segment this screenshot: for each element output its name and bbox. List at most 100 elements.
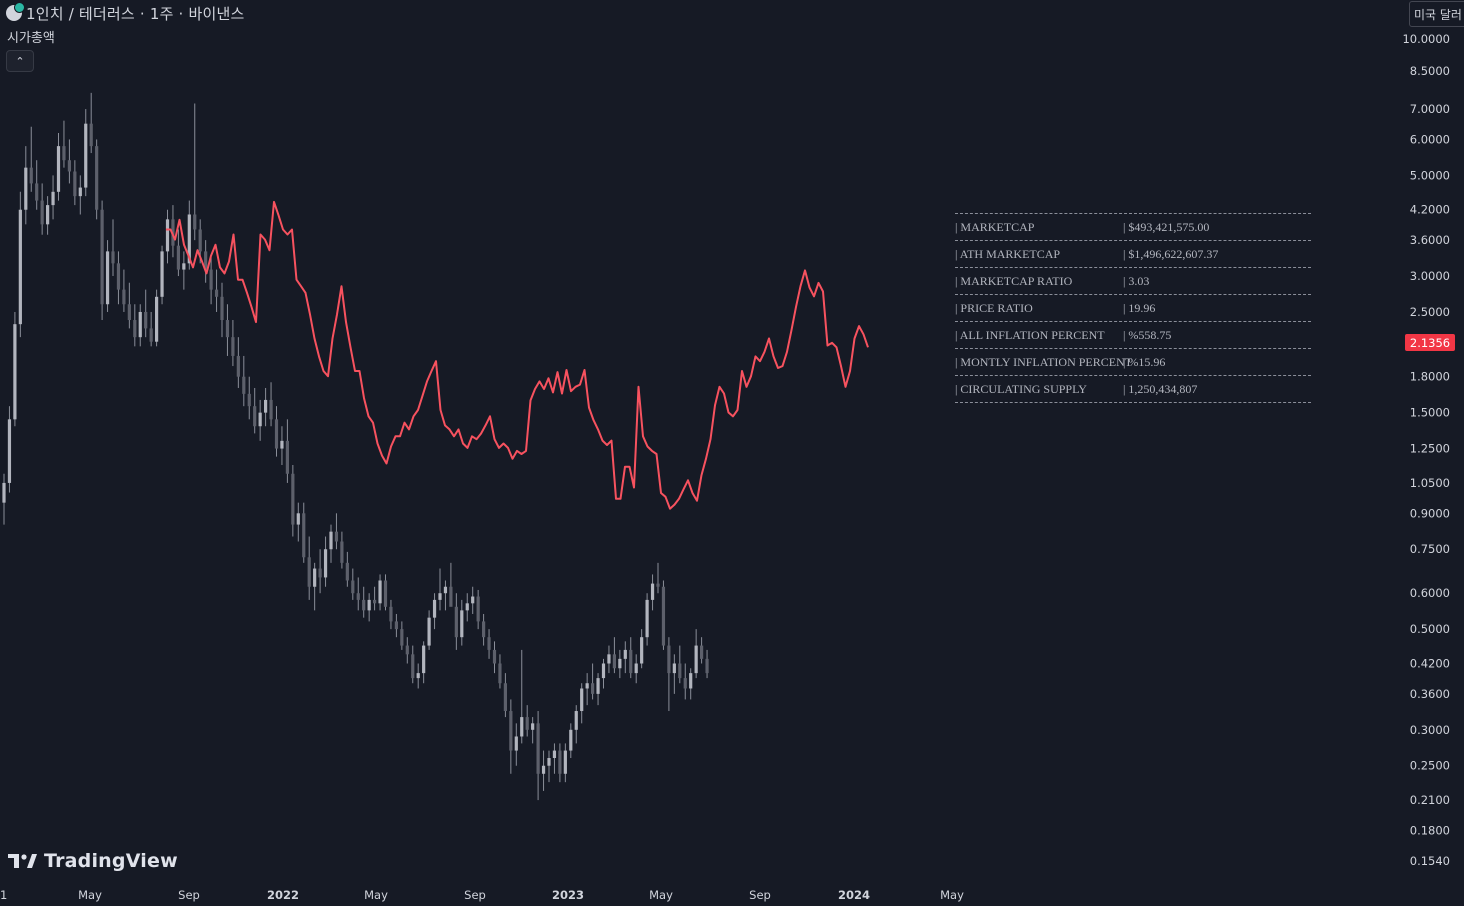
candle [176, 229, 180, 277]
candle [345, 551, 349, 587]
candle [24, 146, 28, 225]
info-key: | MARKETCAP [955, 219, 1035, 234]
tradingview-logo-icon [8, 854, 37, 868]
candle [416, 663, 420, 689]
candle [313, 562, 317, 611]
candle [378, 574, 382, 611]
candle [601, 658, 606, 689]
candle [689, 668, 693, 700]
price-tick-label: 0.1800 [1410, 823, 1450, 837]
symbol-title[interactable]: 1인치 / 테더러스 · 1주 · 바이낸스 [26, 4, 245, 23]
candle [127, 282, 131, 329]
time-tick-label: May [649, 888, 673, 902]
candle [138, 304, 142, 347]
candle [340, 531, 344, 569]
collapse-button[interactable]: ⌃ [6, 50, 34, 72]
candle [547, 750, 551, 783]
candle [84, 109, 88, 197]
price-tick-label: 1.8000 [1410, 370, 1450, 384]
candle [67, 139, 71, 184]
candle [51, 175, 55, 220]
candle [78, 175, 82, 215]
candle [509, 699, 513, 774]
candle [482, 613, 486, 646]
candle [471, 586, 475, 614]
candle [514, 723, 518, 766]
price-tick-label: 3.6000 [1410, 233, 1450, 247]
candle [334, 513, 339, 550]
candle [558, 743, 562, 783]
info-row: | ATH MARKETCAP | $1,496,622,607.37 [955, 240, 1311, 267]
price-tick-label: 0.6000 [1410, 586, 1450, 600]
candle [454, 593, 458, 650]
candle [618, 649, 622, 679]
candle [296, 502, 300, 542]
candle [607, 645, 611, 674]
candle [449, 562, 453, 607]
candle [678, 645, 682, 684]
candle [155, 289, 159, 347]
candle [280, 426, 284, 466]
candle [18, 191, 22, 338]
price-tick-label: 1.2500 [1410, 442, 1450, 456]
candle [422, 641, 426, 684]
candle [116, 251, 121, 305]
candle [100, 200, 104, 321]
indicator-info-table: | MARKETCAP | $493,421,575.00 | ATH MARKE… [955, 213, 1311, 403]
candle [552, 743, 557, 774]
price-tick-label: 0.2500 [1410, 759, 1450, 773]
candle [105, 240, 110, 312]
candle [394, 613, 398, 638]
info-key: | MONTLY INFLATION PERCENT [955, 354, 1133, 369]
candle [373, 586, 377, 611]
candle [596, 673, 600, 706]
info-key: | MARKETCAP RATIO [955, 273, 1073, 288]
info-value: | 3.03 [1123, 273, 1150, 288]
candle [612, 637, 616, 674]
candle [133, 304, 137, 347]
candle [700, 637, 704, 664]
candle [35, 160, 39, 210]
candle [46, 196, 50, 235]
candle [193, 103, 197, 241]
time-axis: 21 May Sep 2022 May Sep 2023 May Sep 2024 May [0, 888, 964, 902]
tradingview-logo-text: TradingView [44, 850, 178, 872]
price-tick-label: 1.5000 [1410, 406, 1450, 420]
candle [520, 649, 524, 744]
candle [165, 209, 170, 264]
candle [650, 574, 655, 611]
candle [383, 574, 388, 611]
candle [629, 637, 633, 679]
candle [29, 126, 33, 192]
time-tick-label: 2023 [552, 888, 584, 902]
candle [225, 304, 230, 356]
candle [122, 269, 126, 312]
info-value: | %558.75 [1123, 327, 1172, 342]
candle [498, 654, 502, 689]
candle [683, 663, 687, 700]
candle [460, 599, 464, 646]
candle [585, 673, 589, 706]
candles-layer [2, 92, 709, 801]
candle [269, 382, 273, 427]
candle [253, 387, 257, 434]
indicator-label[interactable]: 시가총액 [7, 31, 55, 46]
candle [231, 320, 235, 367]
price-tick-label: 7.0000 [1410, 102, 1450, 116]
symbol-header[interactable]: 1인치 / 테더러스 · 1주 · 바이낸스 [6, 2, 245, 24]
price-tick-label: 0.7500 [1410, 542, 1450, 556]
candle [214, 269, 219, 312]
info-key: | ALL INFLATION PERCENT [955, 327, 1105, 342]
info-value: | 1,250,434,807 [1123, 381, 1198, 396]
candle [323, 536, 328, 587]
candle [427, 610, 431, 650]
tradingview-logo[interactable]: TradingView [8, 850, 178, 872]
candle [411, 645, 415, 684]
time-tick-label: Sep [464, 888, 486, 902]
currency-button[interactable]: 미국 달러 [1409, 1, 1464, 27]
candle [220, 282, 224, 338]
candle [563, 743, 567, 783]
info-key: | PRICE RATIO [955, 300, 1033, 315]
time-tick-label: May [940, 888, 964, 902]
